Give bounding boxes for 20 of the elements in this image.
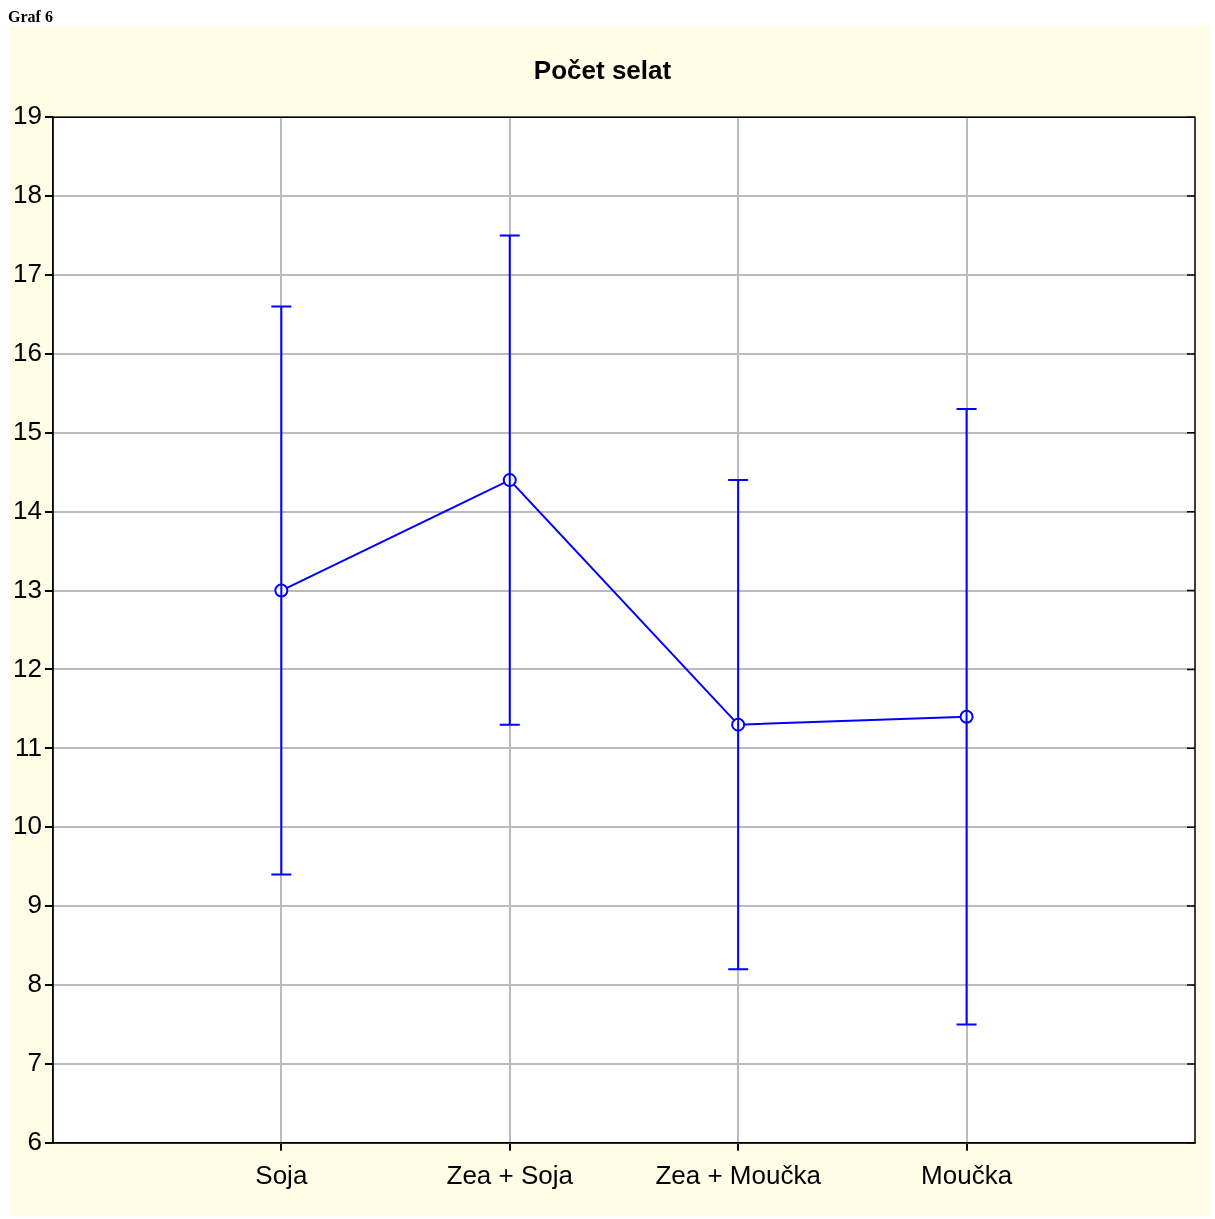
- y-tick-label: 8: [27, 968, 42, 999]
- x-tick-label: Soja: [255, 1159, 308, 1190]
- y-tick-label: 13: [13, 573, 42, 604]
- y-tick-label: 6: [27, 1125, 42, 1156]
- y-tick-label: 12: [13, 652, 42, 683]
- y-tick-label: 19: [13, 100, 42, 131]
- y-tick-label: 17: [13, 258, 42, 289]
- y-tick-label: 15: [13, 415, 42, 446]
- y-tick-label: 14: [13, 494, 42, 525]
- x-tick-label: Moučka: [921, 1159, 1013, 1190]
- x-tick-label: Zea + Moučka: [655, 1159, 822, 1190]
- chart-title: Počet selat: [533, 54, 672, 85]
- y-tick-label: 9: [27, 889, 42, 920]
- y-tick-label: 16: [13, 337, 42, 368]
- x-tick-label: Zea + Soja: [446, 1159, 574, 1190]
- text: Graf 6: [8, 8, 54, 26]
- y-tick-label: 18: [13, 179, 42, 210]
- y-tick-label: 10: [13, 810, 42, 841]
- y-tick-label: 7: [27, 1047, 42, 1078]
- y-tick-label: 11: [14, 731, 42, 762]
